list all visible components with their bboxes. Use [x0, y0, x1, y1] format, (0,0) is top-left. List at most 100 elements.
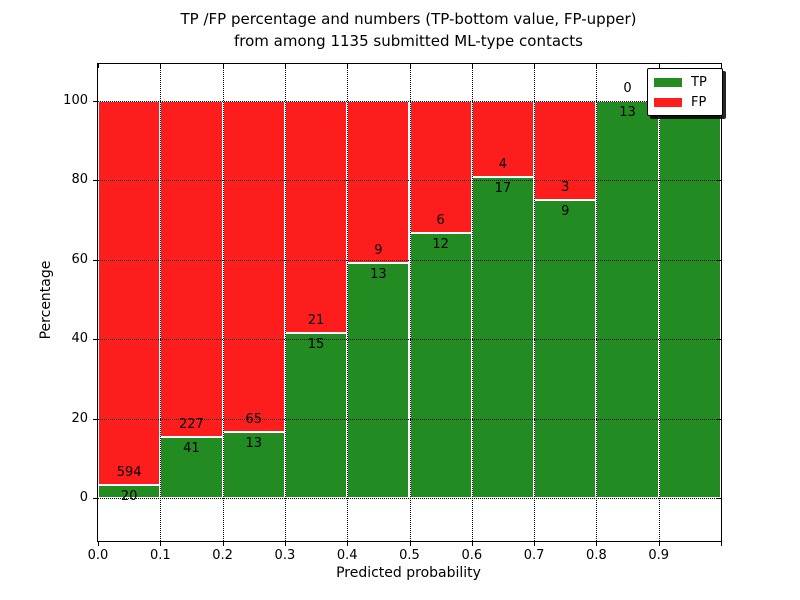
- bar-segment-fp: [534, 101, 597, 201]
- bar-segment-tp: [409, 233, 472, 498]
- x-tick-top: [534, 64, 536, 68]
- legend-item-fp: FP: [654, 94, 716, 110]
- tp-color-swatch: [654, 77, 682, 87]
- fp-count-label: 227: [179, 417, 204, 433]
- fp-count-label: 0: [623, 81, 632, 96]
- gridline-vertical: [160, 64, 162, 541]
- x-tick-bottom: [409, 542, 411, 546]
- bar-segment-tp: [658, 101, 721, 498]
- x-tick-top: [222, 64, 224, 68]
- tp-count-label: 17: [494, 180, 512, 196]
- x-tick-bottom: [471, 542, 473, 546]
- gridline-vertical: [409, 64, 411, 541]
- x-tick-bottom: [222, 542, 224, 546]
- tp-count-label: 13: [619, 105, 636, 120]
- plot-inner: 59420227416513211591361241739013053 TP F…: [98, 64, 723, 541]
- bar-segment-tp: [347, 263, 410, 498]
- x-tick-top: [347, 64, 349, 68]
- bar-segment-tp: [534, 200, 597, 498]
- gridline-vertical: [596, 64, 598, 541]
- y-tick-label: 60: [71, 251, 88, 267]
- bar-segment-tp: [98, 485, 161, 498]
- x-tick-label: 0.1: [149, 548, 171, 563]
- chart-title-line1: TP /FP percentage and numbers (TP-bottom…: [180, 10, 637, 28]
- bar-segment-fp: [347, 101, 410, 264]
- y-tick-right: [717, 498, 721, 499]
- x-tick-label: 0.9: [648, 548, 670, 563]
- x-tick-label: 0.4: [336, 548, 358, 563]
- y-tick-right: [717, 418, 721, 420]
- x-tick-top: [658, 64, 660, 68]
- legend-label-fp: FP: [691, 94, 707, 110]
- bar-segment-tp: [596, 101, 659, 498]
- tp-count-label: 15: [307, 336, 325, 352]
- fp-count-label: 3: [561, 180, 570, 196]
- y-tick-left: [93, 339, 97, 341]
- x-tick-top: [98, 64, 99, 68]
- y-tick-left: [93, 101, 97, 102]
- chart-title-line2: from among 1135 submitted ML-type contac…: [234, 32, 583, 50]
- fp-count-label: 65: [245, 411, 263, 427]
- y-tick-label: 0: [79, 490, 88, 505]
- x-tick-label: 0.6: [461, 548, 483, 563]
- x-axis-label: Predicted probability: [336, 565, 481, 581]
- x-tick-top: [596, 64, 598, 68]
- y-tick-label: 20: [71, 410, 88, 426]
- y-tick-left: [93, 498, 97, 499]
- x-tick-label: 0.3: [274, 548, 296, 563]
- fp-count-label: 9: [374, 243, 383, 259]
- bar-segment-fp: [98, 101, 161, 486]
- x-tick-bottom: [721, 542, 722, 546]
- y-tick-left: [93, 180, 97, 182]
- x-tick-top: [409, 64, 411, 68]
- fp-color-swatch: [654, 97, 682, 107]
- x-tick-bottom: [284, 542, 286, 546]
- gridline-vertical: [284, 64, 286, 541]
- fp-count-label: 21: [307, 312, 325, 328]
- legend-label-tp: TP: [691, 74, 707, 90]
- chart-title: TP /FP percentage and numbers (TP-bottom…: [97, 8, 720, 52]
- tp-count-label: 13: [245, 435, 263, 451]
- x-tick-top: [160, 64, 162, 68]
- x-tick-bottom: [534, 542, 536, 546]
- tp-count-label: 41: [183, 441, 200, 457]
- x-tick-bottom: [98, 542, 99, 546]
- tp-count-label: 12: [432, 237, 449, 253]
- fp-count-label: 6: [436, 213, 445, 229]
- x-tick-bottom: [347, 542, 349, 546]
- x-tick-label: 0.8: [586, 548, 607, 563]
- gridline-vertical: [534, 64, 536, 541]
- y-tick-label: 40: [71, 331, 88, 347]
- x-tick-bottom: [160, 542, 162, 546]
- gridline-vertical: [222, 64, 224, 541]
- x-tick-label: 0.5: [399, 548, 420, 563]
- y-tick-label: 100: [63, 93, 88, 108]
- x-tick-label: 0.2: [212, 548, 233, 563]
- x-tick-top: [471, 64, 473, 68]
- tp-count-label: 20: [120, 489, 138, 505]
- x-tick-bottom: [596, 542, 598, 546]
- legend: TP FP: [647, 68, 723, 116]
- bar-segment-tp: [284, 332, 348, 498]
- x-tick-label: 0.7: [523, 548, 545, 563]
- bar-segment-tp: [471, 176, 535, 498]
- gridline-vertical: [347, 64, 349, 541]
- y-axis-label: Percentage: [38, 260, 54, 340]
- legend-item-tp: TP: [654, 74, 716, 90]
- plot-area: 59420227416513211591361241739013053 TP F…: [97, 63, 723, 542]
- gridline-vertical: [658, 64, 660, 541]
- fp-count-label: 594: [116, 465, 142, 481]
- bar-segment-tp: [160, 437, 223, 498]
- x-tick-top: [284, 64, 286, 68]
- x-tick-bottom: [658, 542, 660, 546]
- y-tick-right: [717, 180, 721, 182]
- gridline-vertical: [471, 64, 473, 541]
- y-tick-right: [717, 259, 721, 261]
- y-tick-label: 80: [71, 172, 88, 188]
- fp-count-label: 4: [498, 156, 508, 172]
- tp-count-label: 13: [370, 267, 387, 283]
- bar-segment-fp: [284, 101, 348, 333]
- y-tick-left: [93, 259, 97, 261]
- y-tick-left: [93, 418, 97, 420]
